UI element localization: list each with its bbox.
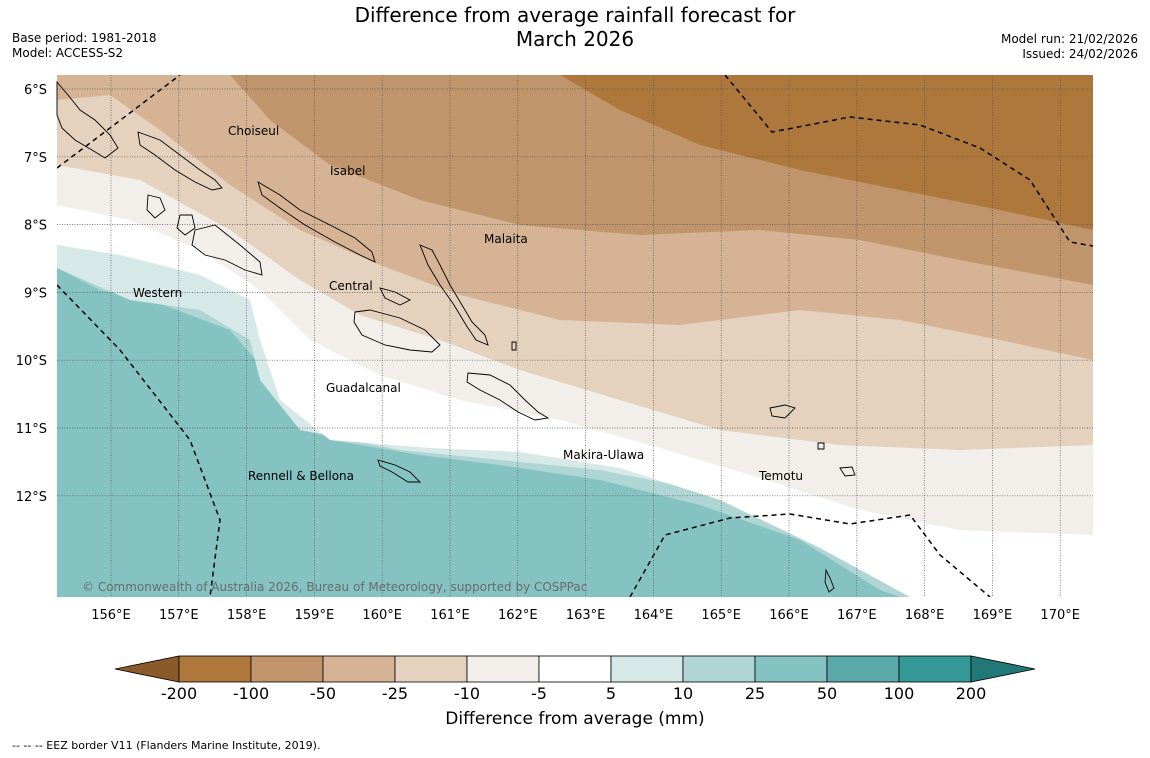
colorbar-tick-label: 100 xyxy=(884,684,915,703)
model-run: Model run: 21/02/2026 xyxy=(1000,32,1138,46)
colorbar-bin xyxy=(754,655,828,683)
lon-label: 162°E xyxy=(498,608,538,623)
colorbar-extend-low xyxy=(114,655,180,683)
model-name: Model: ACCESS-S2 xyxy=(12,46,124,60)
province-isabel: Isabel xyxy=(330,164,365,178)
lat-label: 9°S xyxy=(24,286,47,301)
lat-label: 8°S xyxy=(24,219,47,234)
lat-label: 10°S xyxy=(16,354,47,369)
island-outlines xyxy=(56,80,856,593)
lon-label: 156°E xyxy=(91,608,131,623)
colorbar-bin xyxy=(682,655,756,683)
colorbar-tick-label: 25 xyxy=(745,684,765,703)
rainfall-anomaly-shading xyxy=(57,75,1093,597)
province-central: Central xyxy=(329,279,373,293)
lat-label: 7°S xyxy=(24,151,47,166)
colorbar-tick-label: -5 xyxy=(531,684,547,703)
eez-border-note: -- -- -- EEZ border V11 (Flanders Marine… xyxy=(12,739,321,752)
colorbar-title: Difference from average (mm) xyxy=(445,709,705,729)
lon-label: 166°E xyxy=(769,608,809,623)
lon-label: 161°E xyxy=(430,608,470,623)
lat-label: 12°S xyxy=(16,490,47,505)
colorbar-bin xyxy=(610,655,684,683)
colorbar-tick-label: -200 xyxy=(161,684,197,703)
lon-label: 168°E xyxy=(905,608,945,623)
latitude-labels: 6°S 7°S 8°S 9°S 10°S 11°S 12°S xyxy=(16,83,47,505)
map-gridlines xyxy=(57,75,1093,597)
colorbar-bin xyxy=(898,655,972,683)
lon-label: 157°E xyxy=(159,608,199,623)
lon-label: 167°E xyxy=(837,608,877,623)
lat-label: 11°S xyxy=(16,422,47,437)
colorbar-bin xyxy=(538,655,612,683)
colorbar-tick-label: 50 xyxy=(817,684,837,703)
title-line-1: Difference from average rainfall forecas… xyxy=(354,3,796,27)
lon-label: 164°E xyxy=(634,608,674,623)
title-line-2: March 2026 xyxy=(515,27,635,51)
lon-label: 165°E xyxy=(701,608,741,623)
base-period: Base period: 1981-2018 xyxy=(12,31,157,45)
colorbar-tick-label: -25 xyxy=(382,684,408,703)
colorbar-extend-high xyxy=(970,655,1036,683)
colorbar-tick-label: -50 xyxy=(310,684,336,703)
chart-title: Difference from average rainfall forecas… xyxy=(0,3,1150,51)
meta-right: Model run: 21/02/2026 Issued: 24/02/2026 xyxy=(1001,32,1138,62)
lon-label: 160°E xyxy=(362,608,402,623)
meta-left: Base period: 1981-2018 Model: ACCESS-S2 xyxy=(12,31,157,61)
eez-border-lines xyxy=(57,75,1093,597)
colorbar-tick-label: 10 xyxy=(673,684,693,703)
lon-label: 170°E xyxy=(1040,608,1080,623)
colorbar-tick-label: 5 xyxy=(606,684,616,703)
province-choiseul: Choiseul xyxy=(228,124,279,138)
colorbar-bin xyxy=(466,655,540,683)
province-labels: Choiseul Isabel Malaita Western Central … xyxy=(133,124,803,483)
copyright-notice: © Commonwealth of Australia 2026, Bureau… xyxy=(82,580,588,594)
colorbar-tick-labels: -200 -100 -50 -25 -10 -5 5 10 25 50 100 200 xyxy=(161,684,986,703)
colorbar xyxy=(114,655,1036,683)
colorbar-bin xyxy=(394,655,468,683)
lat-label: 6°S xyxy=(24,83,47,98)
province-western: Western xyxy=(133,286,182,300)
province-guadalcanal: Guadalcanal xyxy=(326,381,401,395)
colorbar-bin xyxy=(322,655,396,683)
colorbar-tick-label: -10 xyxy=(454,684,480,703)
province-temotu: Temotu xyxy=(758,469,803,483)
colorbar-bin xyxy=(178,655,252,683)
issued-date: Issued: 24/02/2026 xyxy=(1022,47,1138,61)
lon-label: 163°E xyxy=(566,608,606,623)
lon-label: 159°E xyxy=(295,608,335,623)
colorbar-tick-label: -100 xyxy=(233,684,269,703)
province-makira-ulawa: Makira-Ulawa xyxy=(563,448,644,462)
colorbar-bin xyxy=(826,655,900,683)
province-rennell-bellona: Rennell & Bellona xyxy=(248,469,354,483)
province-malaita: Malaita xyxy=(484,232,528,246)
lon-label: 169°E xyxy=(973,608,1013,623)
lon-label: 158°E xyxy=(227,608,267,623)
longitude-labels: 156°E 157°E 158°E 159°E 160°E 161°E 162°E 163°E… xyxy=(91,608,1080,623)
colorbar-tick-label: 200 xyxy=(956,684,987,703)
colorbar-bin xyxy=(250,655,324,683)
